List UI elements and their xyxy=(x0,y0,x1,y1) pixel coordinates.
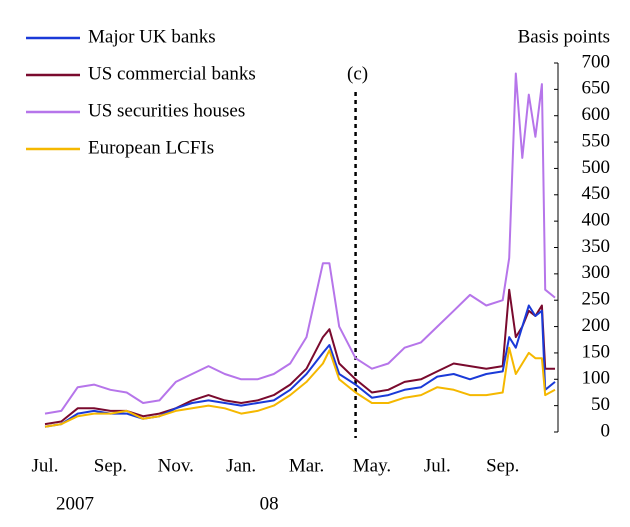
year-label: 08 xyxy=(260,493,279,514)
legend-label: European LCFIs xyxy=(88,137,214,158)
legend-label: Major UK banks xyxy=(88,26,216,47)
legend-label: US commercial banks xyxy=(88,63,256,84)
x-tick-label: Jan. xyxy=(226,455,256,476)
x-tick-label: Jul. xyxy=(32,455,59,476)
series-line xyxy=(44,72,556,415)
y-tick-label: 650 xyxy=(582,78,611,99)
y-tick-label: 200 xyxy=(582,315,611,336)
y-tick-label: 550 xyxy=(582,130,611,151)
y-tick-label: 100 xyxy=(582,368,611,389)
x-tick-label: Jul. xyxy=(424,455,451,476)
y-tick-label: 500 xyxy=(582,157,611,178)
x-tick-label: Nov. xyxy=(158,455,194,476)
y-tick-label: 700 xyxy=(582,51,611,72)
x-tick-label: Sep. xyxy=(486,455,519,476)
y-tick-label: 300 xyxy=(582,262,611,283)
series-line xyxy=(44,288,555,426)
y-tick-label: 150 xyxy=(582,341,611,362)
legend-label: US securities houses xyxy=(88,100,245,121)
y-tick-label: 350 xyxy=(582,236,611,257)
y-axis-label: Basis points xyxy=(518,26,610,47)
annotation-text: (c) xyxy=(347,63,368,84)
x-tick-label: Sep. xyxy=(94,455,127,476)
series-line xyxy=(44,304,556,428)
y-tick-label: 450 xyxy=(582,183,611,204)
y-tick-label: 600 xyxy=(582,104,611,125)
y-tick-label: 50 xyxy=(591,394,610,415)
y-tick-label: 250 xyxy=(582,289,611,310)
y-tick-label: 0 xyxy=(601,420,611,441)
x-tick-label: Mar. xyxy=(289,455,324,476)
year-label: 2007 xyxy=(56,493,94,514)
x-tick-label: May. xyxy=(353,455,391,476)
series-line xyxy=(44,346,556,428)
y-tick-label: 400 xyxy=(582,210,611,231)
